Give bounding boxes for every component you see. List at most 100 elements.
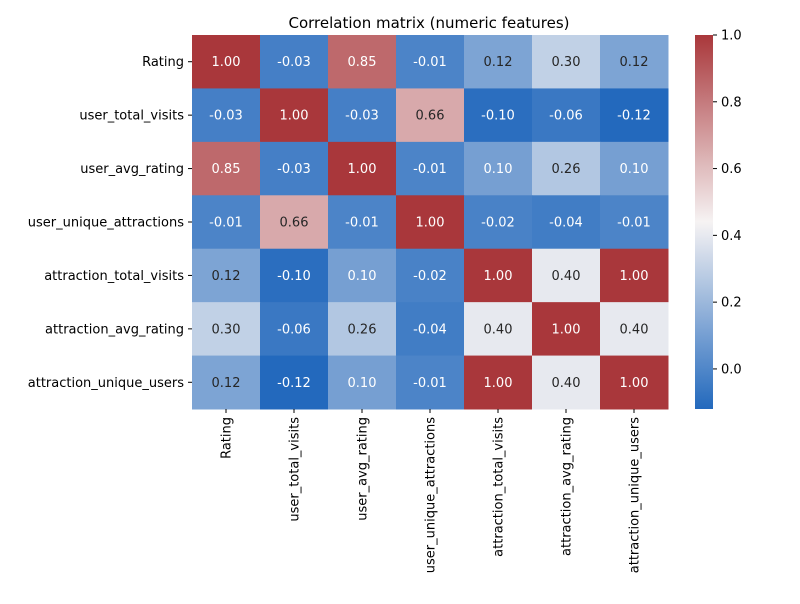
heatmap-cell (532, 302, 601, 357)
cell-value-label: -0.10 (277, 269, 311, 284)
heatmap-cell (328, 248, 397, 303)
cell-value-label: -0.01 (413, 55, 447, 70)
heatmap-cell (192, 302, 261, 357)
cell-value-label: -0.02 (413, 269, 447, 284)
cell-value-label: 0.10 (348, 269, 377, 284)
heatmap-cell (600, 248, 669, 303)
cell-value-label: -0.12 (277, 376, 311, 391)
colorbar-tick-label: 0.6 (721, 162, 742, 177)
cell-value-label: 0.40 (620, 322, 649, 337)
colorbar-tick-label: 1.0 (721, 29, 742, 44)
cell-value-label: -0.01 (413, 162, 447, 177)
cell-value-label: -0.01 (617, 216, 651, 231)
cell-value-label: -0.10 (481, 109, 515, 124)
colorbar-tick-label: 0.4 (721, 229, 742, 244)
heatmap-cell (464, 355, 533, 410)
heatmap-cell (600, 141, 669, 196)
x-tick-label: user_total_visits (288, 417, 303, 522)
heatmap-cell (192, 141, 261, 196)
heatmap-cell (328, 302, 397, 357)
heatmap-cell (396, 88, 465, 143)
cell-value-label: -0.01 (209, 216, 243, 231)
heatmap-cell (328, 195, 397, 250)
cell-value-label: -0.03 (277, 162, 311, 177)
cell-value-label: -0.01 (345, 216, 379, 231)
colorbar-tick-label: 0.0 (721, 362, 742, 377)
heatmap-cell (464, 195, 533, 250)
heatmap-cell (396, 302, 465, 357)
cell-value-label: -0.04 (549, 216, 583, 231)
cell-value-label: -0.12 (617, 109, 651, 124)
cell-value-label: -0.02 (481, 216, 515, 231)
cell-value-label: 0.30 (212, 322, 241, 337)
heatmap-cell (192, 35, 261, 89)
heatmap-cell (260, 195, 329, 250)
cell-value-label: -0.03 (345, 109, 379, 124)
heatmap-cell (532, 88, 601, 143)
heatmap-cell (260, 35, 329, 89)
heatmap-cell (464, 248, 533, 303)
heatmap-cell (600, 88, 669, 143)
cell-value-label: 0.12 (620, 55, 649, 70)
heatmap-cell (600, 35, 669, 89)
cell-value-label: -0.04 (413, 322, 447, 337)
x-tick-label: attraction_total_visits (492, 417, 507, 557)
heatmap-cell (260, 248, 329, 303)
cell-value-label: 0.10 (348, 376, 377, 391)
heatmap-cell (328, 355, 397, 410)
cell-value-label: 1.00 (484, 376, 513, 391)
cell-value-label: -0.01 (413, 376, 447, 391)
heatmap-cell (464, 35, 533, 89)
heatmap-cell (396, 248, 465, 303)
heatmap-cell (600, 355, 669, 410)
heatmap-cell (192, 355, 261, 410)
cell-value-label: 0.12 (484, 55, 513, 70)
cell-value-label: 1.00 (620, 269, 649, 284)
heatmap-cell (532, 195, 601, 250)
heatmap-cell (532, 355, 601, 410)
cell-value-label: 0.40 (484, 322, 513, 337)
cell-value-label: 0.40 (552, 269, 581, 284)
x-tick-label: Rating (220, 417, 235, 459)
heatmap-cell (192, 195, 261, 250)
heatmap-cell (328, 141, 397, 196)
heatmap-cell (328, 88, 397, 143)
heatmap-cell (192, 248, 261, 303)
heatmap-cell (328, 35, 397, 89)
cell-value-label: 1.00 (484, 269, 513, 284)
x-tick-label: user_unique_attractions (424, 417, 439, 573)
x-tick-label: user_avg_rating (356, 417, 371, 521)
cell-value-label: 0.40 (552, 376, 581, 391)
heatmap-cell (532, 248, 601, 303)
x-tick-label: attraction_avg_rating (560, 417, 575, 556)
cell-value-label: -0.03 (209, 109, 243, 124)
colorbar: 0.0 0.2 0.4 0.6 0.8 1.0 (695, 29, 742, 409)
cell-value-label: 1.00 (348, 162, 377, 177)
heatmap-cell (260, 302, 329, 357)
heatmap-cell (260, 355, 329, 410)
heatmap-cell (600, 195, 669, 250)
colorbar-gradient (695, 35, 713, 409)
cell-value-label: 0.66 (280, 216, 309, 231)
y-tick-label: attraction_avg_rating (45, 322, 184, 337)
x-axis: Rating user_total_visits user_avg_rating us… (220, 409, 643, 573)
cell-value-label: 0.10 (620, 162, 649, 177)
cell-value-label: -0.06 (549, 109, 583, 124)
cell-value-label: 0.26 (348, 322, 377, 337)
cell-annotations: 1.00 -0.03 0.85 -0.01 0.12 0.30 0.12 -0.03 1.00 -… (209, 55, 651, 391)
heatmap-cell (396, 355, 465, 410)
colorbar-tick-label: 0.2 (721, 296, 742, 311)
cell-value-label: 1.00 (620, 376, 649, 391)
heatmap-cell (464, 141, 533, 196)
cell-value-label: 0.12 (212, 376, 241, 391)
heatmap-cell (192, 88, 261, 143)
cell-value-label: 0.66 (416, 109, 445, 124)
heatmap-cell (532, 35, 601, 89)
cell-value-label: 0.10 (484, 162, 513, 177)
heatmap-cell (396, 35, 465, 89)
colorbar-tick-label: 0.8 (721, 95, 742, 110)
x-tick-label: attraction_unique_users (628, 417, 643, 573)
cell-value-label: 1.00 (280, 109, 309, 124)
cell-value-label: 0.85 (348, 55, 377, 70)
